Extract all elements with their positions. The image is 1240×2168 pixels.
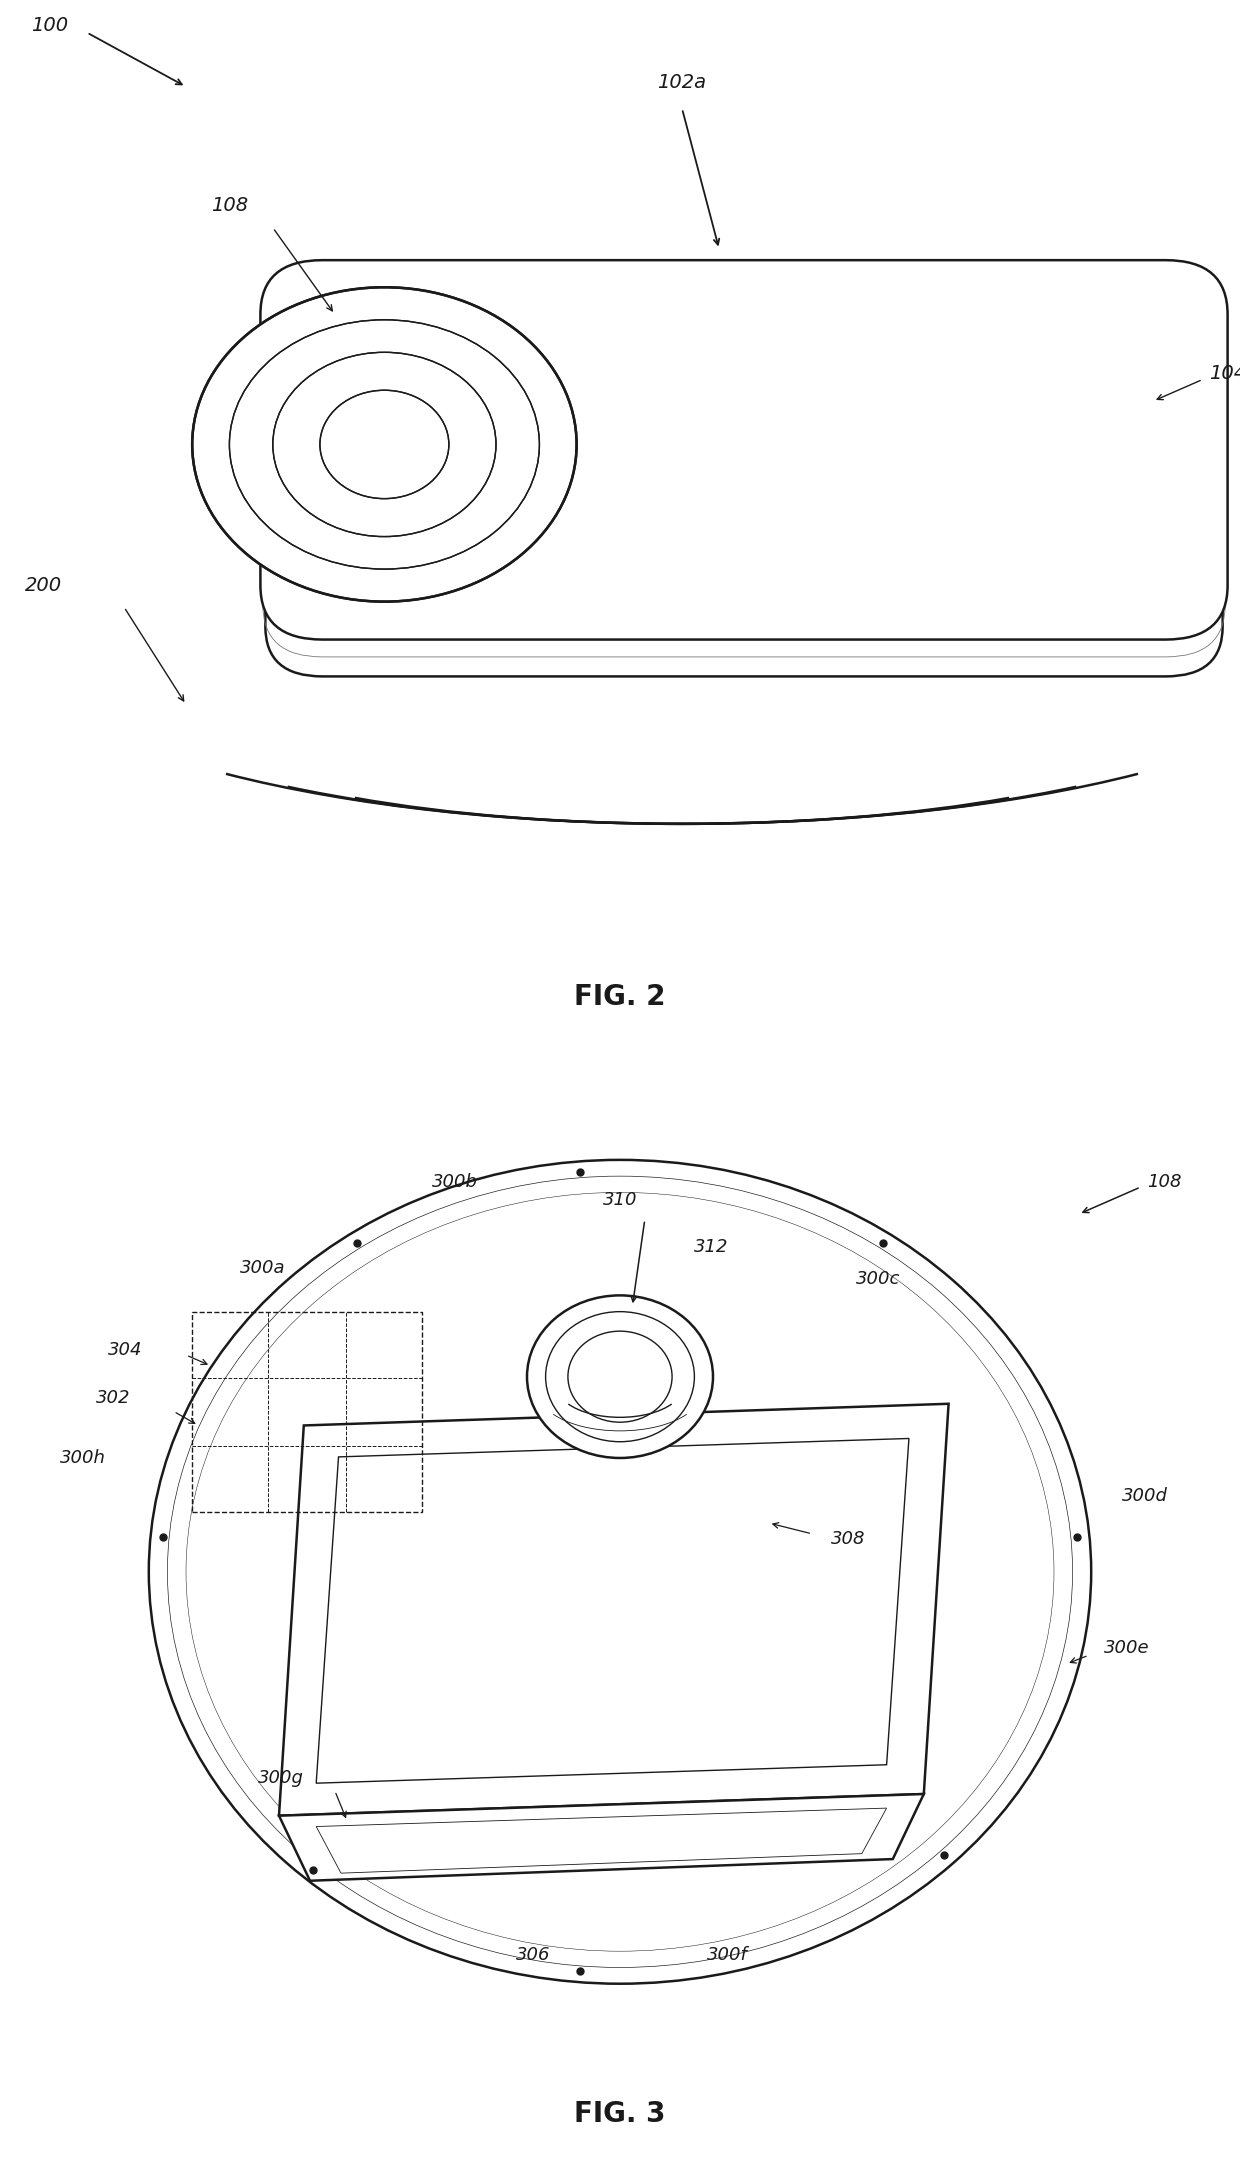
Text: 300b: 300b <box>432 1173 477 1190</box>
Circle shape <box>527 1294 713 1459</box>
Text: 310: 310 <box>603 1190 637 1210</box>
Text: 304: 304 <box>108 1340 143 1359</box>
Text: 300g: 300g <box>258 1769 304 1786</box>
Text: 100: 100 <box>31 17 68 35</box>
Text: 312: 312 <box>694 1238 729 1255</box>
Text: FIG. 2: FIG. 2 <box>574 984 666 1010</box>
Text: 302: 302 <box>95 1390 130 1407</box>
Text: 300e: 300e <box>1104 1639 1149 1656</box>
Text: 108: 108 <box>211 197 248 215</box>
Text: 300d: 300d <box>1122 1487 1168 1505</box>
Text: 104: 104 <box>1209 364 1240 384</box>
Bar <box>192 1312 422 1513</box>
Text: 308: 308 <box>831 1531 866 1548</box>
Text: FIG. 3: FIG. 3 <box>574 2101 666 2127</box>
Polygon shape <box>279 1405 949 1817</box>
Text: 108: 108 <box>1147 1173 1182 1190</box>
Text: 300h: 300h <box>60 1448 105 1468</box>
Text: 300c: 300c <box>856 1270 900 1288</box>
Text: 200: 200 <box>25 577 62 594</box>
FancyBboxPatch shape <box>260 260 1228 640</box>
Text: 306: 306 <box>516 1947 551 1964</box>
Ellipse shape <box>192 288 577 603</box>
Text: 102a: 102a <box>657 74 707 91</box>
Text: 300a: 300a <box>239 1260 285 1277</box>
FancyBboxPatch shape <box>265 306 1223 676</box>
Polygon shape <box>279 1795 924 1882</box>
Text: 300f: 300f <box>707 1947 748 1964</box>
